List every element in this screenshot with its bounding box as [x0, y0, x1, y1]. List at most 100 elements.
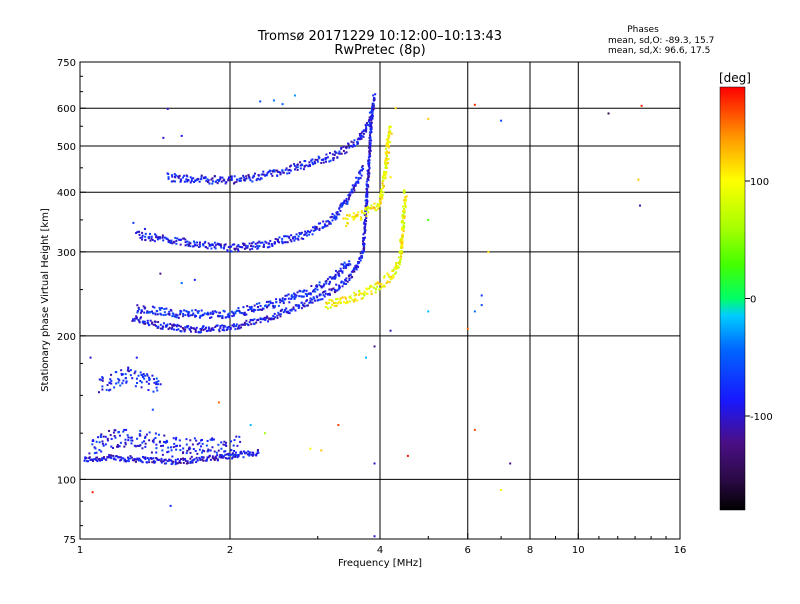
trace-point: [169, 322, 172, 325]
trace-point: [334, 274, 337, 277]
trace-point: [327, 219, 330, 222]
trace-point: [184, 326, 187, 329]
trace-point: [134, 458, 137, 461]
trace-point: [248, 177, 251, 180]
trace-point: [189, 245, 192, 248]
trace-point: [268, 303, 271, 306]
trace-point: [339, 298, 342, 301]
trace-point: [175, 174, 178, 177]
trace-point: [186, 175, 189, 178]
trace-point: [199, 314, 202, 317]
trace-point: [379, 198, 382, 201]
trace-point: [173, 241, 176, 244]
trace-point: [129, 369, 132, 372]
scatter-point: [500, 489, 503, 492]
trace-point: [312, 226, 315, 229]
trace-point: [370, 114, 373, 117]
trace-point: [364, 224, 367, 227]
trace-point: [236, 248, 239, 251]
trace-point: [189, 328, 192, 331]
trace-point: [211, 446, 214, 449]
trace-point: [322, 290, 325, 293]
trace-point: [356, 215, 359, 218]
trace-point: [152, 438, 155, 441]
trace-point: [373, 107, 376, 110]
trace-point: [332, 277, 335, 280]
trace-point: [340, 269, 343, 272]
trace-point: [151, 440, 154, 443]
trace-point: [108, 389, 111, 392]
trace-point: [124, 438, 127, 441]
trace-point: [145, 461, 148, 464]
trace-point: [189, 326, 192, 329]
trace-point: [368, 134, 371, 137]
trace-point: [298, 233, 301, 236]
trace-point: [322, 285, 325, 288]
trace-point: [363, 229, 366, 232]
trace-point: [352, 218, 355, 221]
trace-point: [179, 444, 182, 447]
trace-point: [131, 439, 134, 442]
trace-point: [165, 237, 168, 240]
trace-point: [360, 209, 363, 212]
trace-point: [192, 448, 195, 451]
trace-point: [197, 178, 200, 181]
trace-point: [211, 244, 214, 247]
trace-point: [144, 239, 147, 242]
trace-point: [240, 323, 243, 326]
trace-point: [367, 146, 370, 149]
trace-point: [199, 458, 202, 461]
trace-point: [163, 236, 166, 239]
trace-point: [134, 317, 137, 320]
trace-point: [281, 298, 284, 301]
trace-point: [250, 453, 253, 456]
trace-point: [373, 286, 376, 289]
trace-point: [208, 182, 211, 185]
trace-point: [112, 454, 115, 457]
trace-point: [287, 311, 290, 314]
trace-point: [327, 307, 330, 310]
trace-point: [315, 284, 318, 287]
trace-point: [348, 213, 351, 216]
trace-point: [304, 292, 307, 295]
trace-point: [221, 176, 224, 179]
trace-point: [359, 169, 362, 172]
trace-point: [119, 384, 122, 387]
trace-point: [351, 145, 354, 148]
trace-point: [288, 168, 291, 171]
trace-point: [207, 313, 210, 316]
trace-point: [259, 321, 262, 324]
trace-point: [325, 157, 328, 160]
trace-point: [118, 379, 121, 382]
trace-point: [334, 269, 337, 272]
trace-point: [186, 240, 189, 243]
trace-point: [175, 316, 178, 319]
trace-point: [117, 430, 120, 433]
trace-point: [320, 158, 323, 161]
trace-point: [151, 238, 154, 241]
scatter-point: [365, 356, 368, 359]
trace-point: [131, 318, 134, 321]
trace-point: [244, 178, 247, 181]
trace-point: [94, 447, 97, 450]
trace-point: [265, 306, 268, 309]
trace-point: [401, 220, 404, 223]
trace-point: [288, 236, 291, 239]
trace-point: [368, 287, 371, 290]
trace-point: [182, 312, 185, 315]
trace-point: [239, 311, 242, 314]
trace-point: [142, 320, 145, 323]
trace-point: [345, 266, 348, 269]
trace-point: [248, 242, 251, 245]
trace-point: [207, 179, 210, 182]
trace-point: [178, 238, 181, 241]
trace-point: [189, 314, 192, 317]
trace-point: [357, 293, 360, 296]
trace-point: [333, 276, 336, 279]
trace-point: [209, 438, 212, 441]
trace-point: [171, 312, 174, 315]
trace-point: [316, 285, 319, 288]
trace-point: [279, 299, 282, 302]
trace-point: [380, 285, 383, 288]
trace-point: [191, 443, 194, 446]
